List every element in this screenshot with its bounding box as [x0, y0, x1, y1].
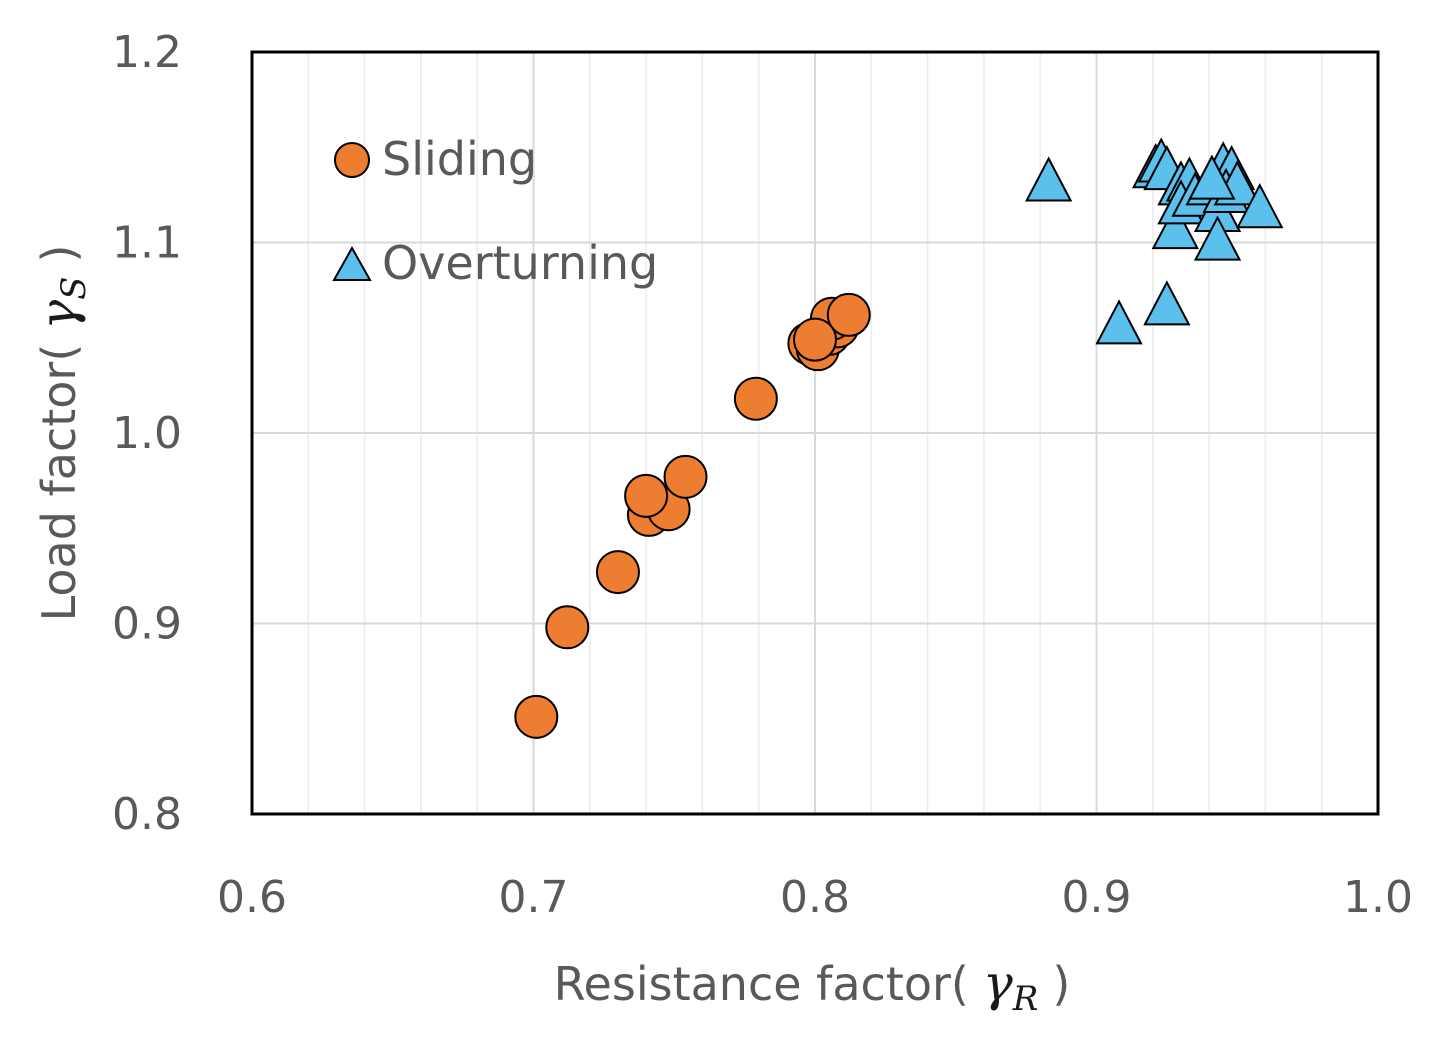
legend: Sliding Overturning [332, 132, 658, 290]
x-axis-symbol: γ [983, 954, 1013, 1012]
x-axis-label-prefix: Resistance factor( [554, 957, 969, 1011]
data-point-overturning [1095, 299, 1143, 345]
data-point-overturning [1193, 215, 1242, 261]
x-axis-subscript: R [1012, 979, 1039, 1019]
data-point-sliding [793, 317, 837, 362]
y-axis-label: Load factor( γS) [29, 245, 94, 622]
data-point-sliding [545, 605, 590, 650]
data-point-overturning [1024, 156, 1073, 202]
y-tick-label: 1.0 [112, 408, 182, 459]
data-point-sliding [826, 292, 871, 337]
x-tick-label: 0.7 [499, 872, 569, 923]
legend-marker-overturning [332, 245, 372, 281]
data-point-sliding [595, 550, 640, 595]
x-tick-label: 0.8 [780, 872, 850, 923]
legend-label-overturning: Overturning [382, 236, 658, 290]
data-point-sliding [733, 376, 778, 421]
data-point-sliding [624, 473, 669, 518]
x-axis-label: Resistance factor( γR) [554, 954, 1071, 1019]
data-points [514, 137, 1284, 739]
y-tick-label: 1.2 [112, 27, 182, 78]
series-overturning [1024, 137, 1284, 345]
x-tick-label: 0.9 [1062, 872, 1132, 923]
data-point-overturning [1236, 183, 1284, 229]
x-tick-label: 1.0 [1343, 872, 1413, 923]
y-tick-labels: 0.8 0.9 1.0 1.1 1.2 [112, 27, 182, 840]
y-axis-label-suffix: ) [32, 245, 86, 263]
data-point-overturning [1143, 280, 1191, 326]
data-point-sliding [663, 454, 708, 499]
plot-frame [250, 50, 1380, 816]
legend-marker-sliding [334, 142, 370, 178]
legend-label-sliding: Sliding [382, 132, 537, 186]
series-sliding [514, 292, 871, 739]
data-point-sliding [514, 694, 559, 739]
x-tick-label: 0.6 [217, 872, 287, 923]
x-axis-label-suffix: ) [1052, 957, 1070, 1011]
y-tick-label: 0.8 [112, 789, 182, 840]
data-point-overturning [1188, 154, 1236, 200]
y-axis-symbol: γ [29, 300, 87, 330]
y-tick-label: 0.9 [112, 599, 182, 650]
y-axis-subscript: S [54, 277, 94, 300]
x-tick-labels: 0.6 0.7 0.8 0.9 1.0 [217, 872, 1413, 923]
y-axis-label-prefix: Load factor( [32, 344, 86, 622]
y-tick-label: 1.1 [112, 218, 182, 269]
data-point-overturning [1151, 204, 1199, 250]
